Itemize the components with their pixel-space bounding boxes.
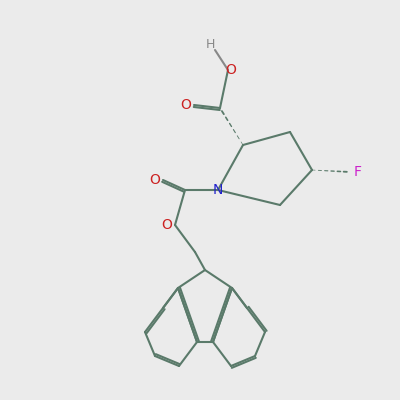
Text: F: F (354, 165, 362, 179)
Text: N: N (213, 183, 223, 197)
Text: O: O (150, 173, 160, 187)
Text: O: O (180, 98, 192, 112)
Text: H: H (205, 38, 215, 52)
Text: O: O (226, 63, 236, 77)
Text: O: O (162, 218, 172, 232)
